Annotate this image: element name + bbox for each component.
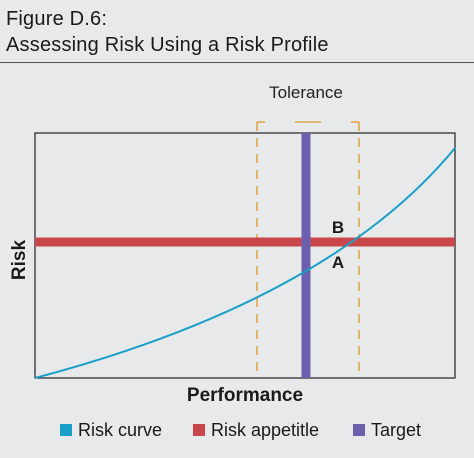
legend-item-risk-curve: Risk curve [60,420,162,440]
title-divider [0,62,474,63]
figure-title-block: Figure D.6: Assessing Risk Using a Risk … [6,6,329,58]
figure-label: Figure D.6: [6,8,108,30]
point-a-label: A [332,253,344,272]
point-b-label: B [332,218,344,237]
legend: Risk curve Risk appetitle Target [60,420,421,440]
y-axis-label: Risk [9,240,30,281]
tolerance-bracket [256,121,360,378]
x-axis-label: Performance [187,385,303,406]
legend-item-risk-appetite: Risk appetitle [193,420,319,440]
legend-label: Target [371,420,421,440]
figure-title: Assessing Risk Using a Risk Profile [6,34,329,56]
legend-item-target: Target [353,420,421,440]
risk-curve [34,147,456,379]
legend-swatch [193,424,205,436]
legend-swatch [60,424,72,436]
tolerance-label: Tolerance [269,83,343,102]
legend-label: Risk appetitle [211,420,319,440]
legend-label: Risk curve [78,420,162,440]
plot-frame [34,132,456,379]
legend-swatch [353,424,365,436]
